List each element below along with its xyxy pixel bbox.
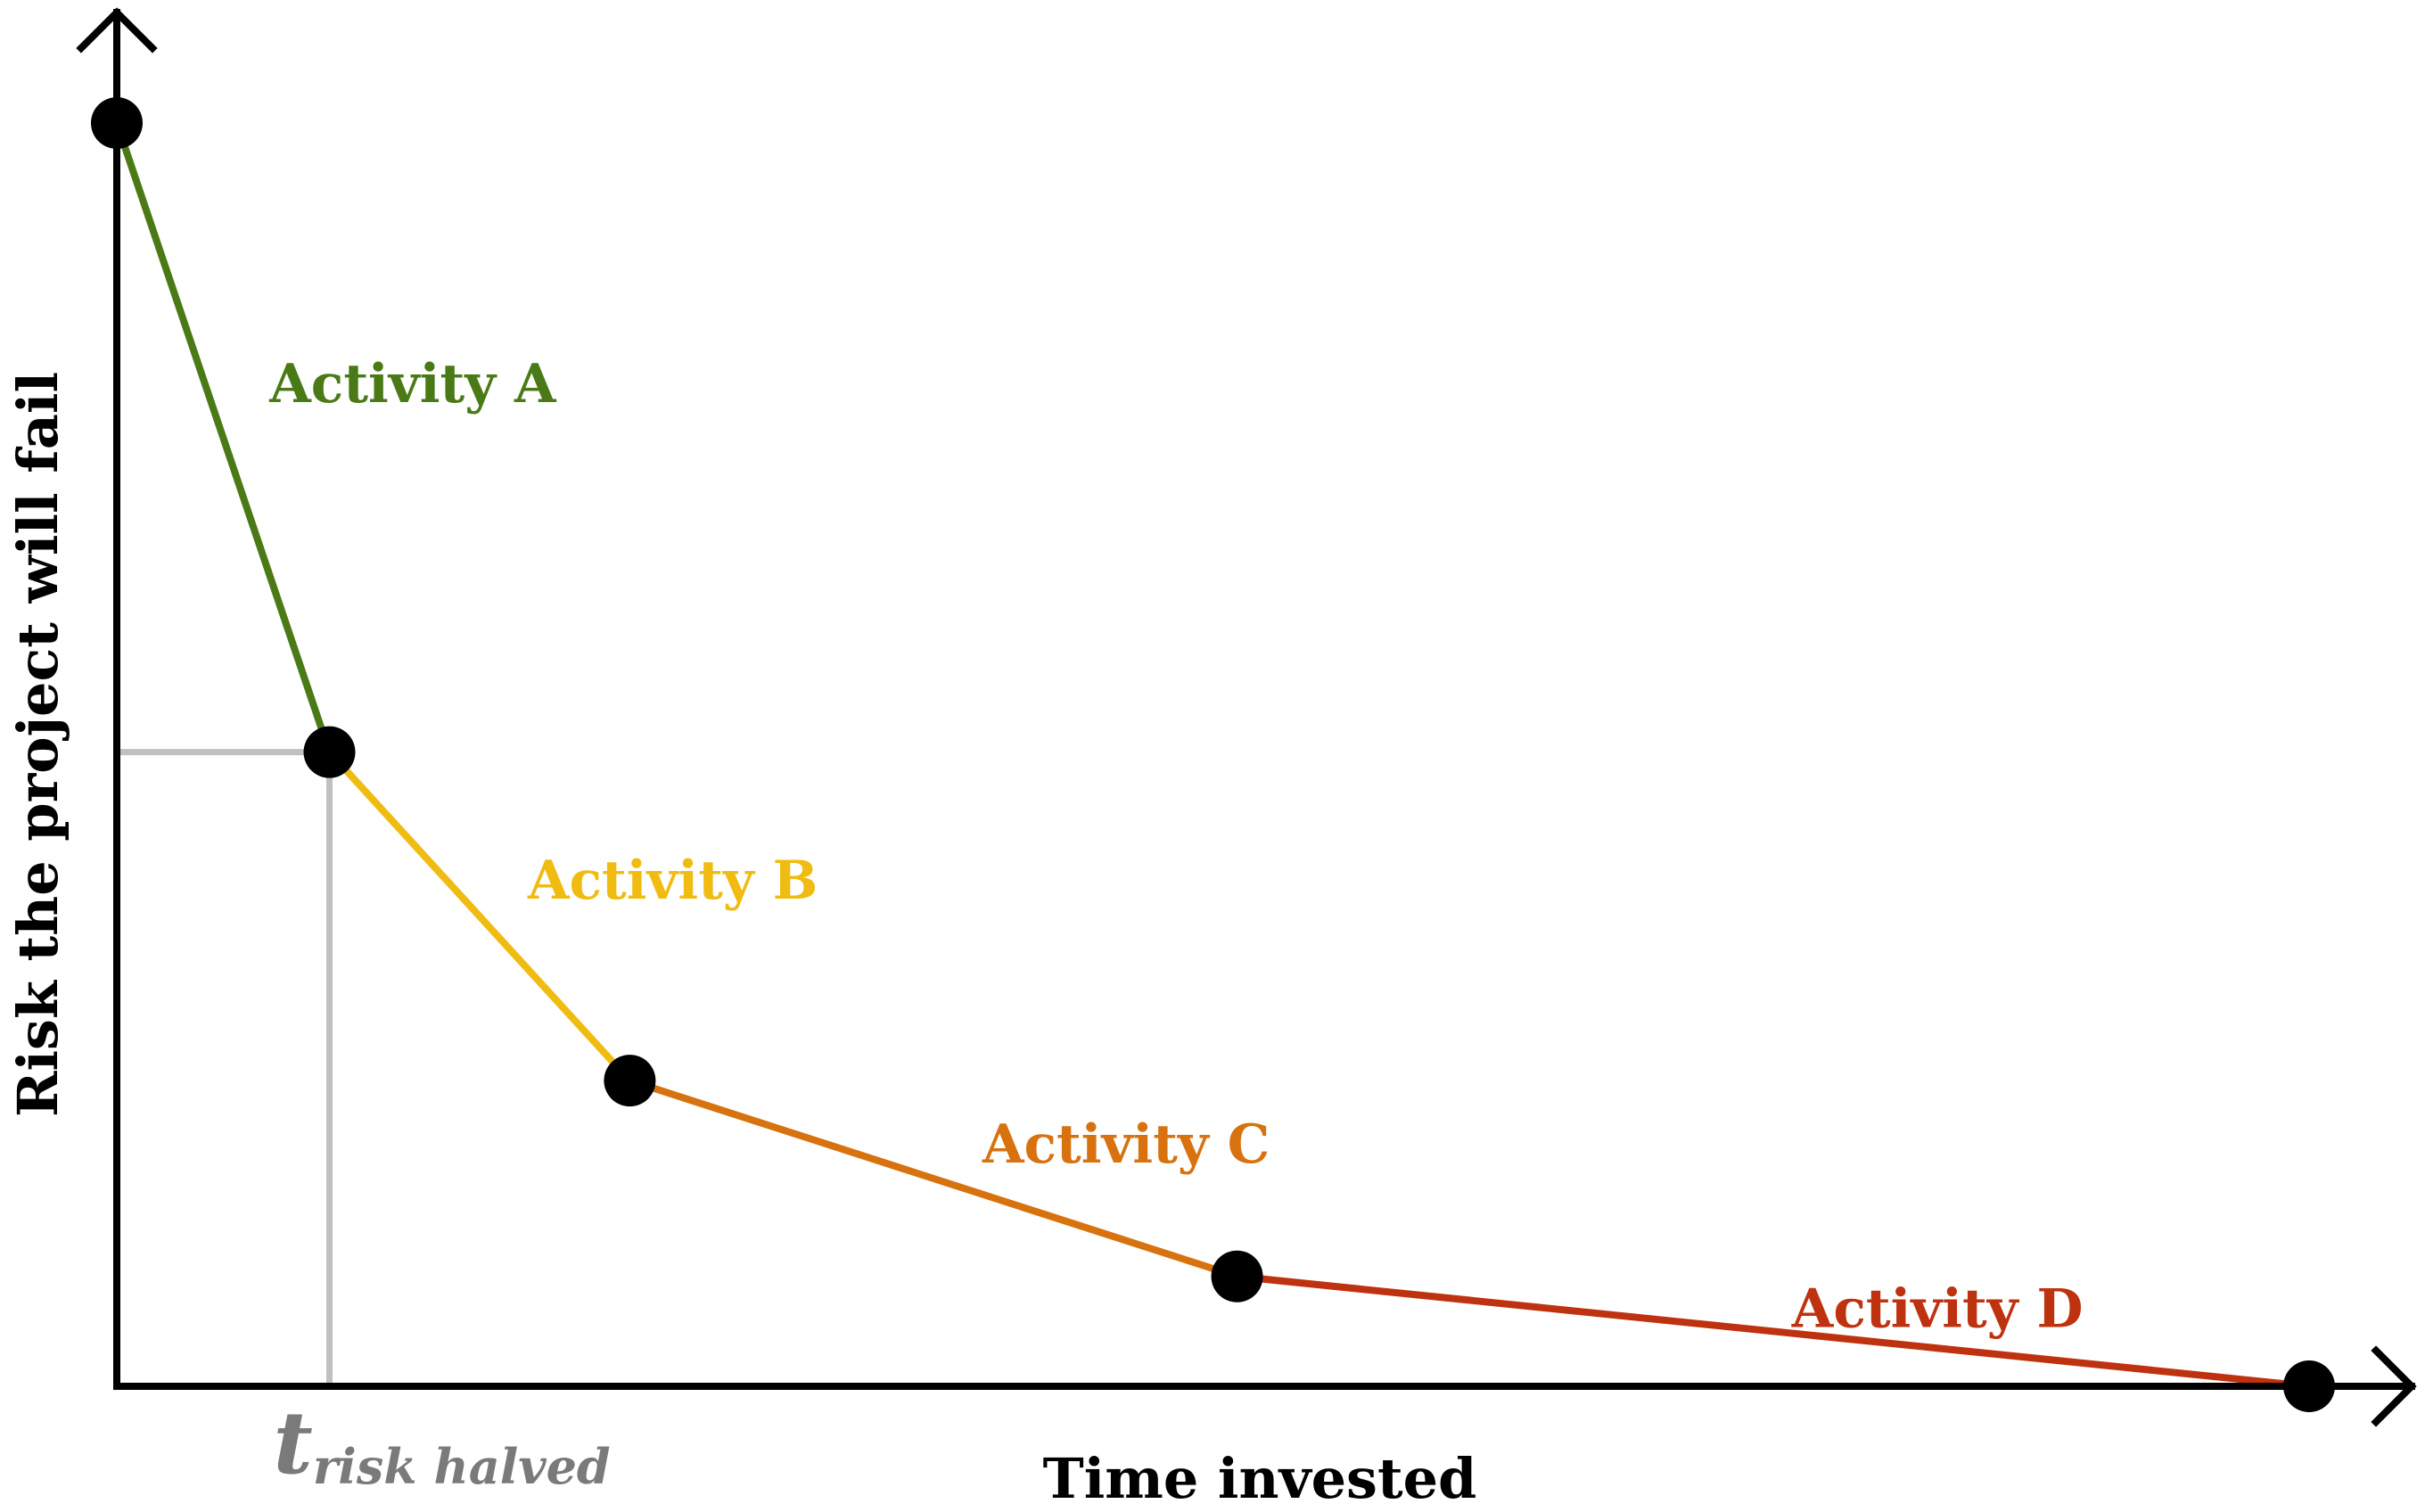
data-point-3	[604, 1055, 656, 1107]
x-tick-subscript: risk halved	[313, 1438, 611, 1495]
segment-label-d: Activity D	[1791, 1278, 2084, 1340]
segment-a	[113, 119, 333, 756]
data-points	[91, 97, 2335, 1412]
y-axis-arrow-icon	[76, 7, 158, 53]
y-axis-label: Risk the project will fail	[5, 372, 70, 1117]
segment-label-a: Activity A	[268, 353, 557, 415]
data-point-5	[2283, 1360, 2335, 1412]
segment-label-c: Activity C	[982, 1113, 1270, 1176]
segment-labels: Activity A Activity B Activity C Activity D	[268, 353, 2083, 1341]
data-point-1	[91, 97, 143, 149]
data-point-2	[303, 726, 356, 778]
segment-c	[626, 1077, 1241, 1280]
segment-label-b: Activity B	[527, 850, 818, 912]
x-axis-arrow-icon	[2371, 1345, 2417, 1427]
segment-b	[325, 748, 634, 1085]
x-tick-label: trisk halved	[274, 1393, 611, 1495]
x-axis-label: Time invested	[1043, 1446, 1477, 1511]
axes	[76, 7, 2417, 1427]
segment-d	[1233, 1272, 2313, 1390]
data-point-4	[1211, 1250, 1263, 1302]
reference-lines	[117, 749, 333, 1386]
risk-curve	[113, 119, 2313, 1390]
x-tick-main: t	[274, 1393, 313, 1493]
